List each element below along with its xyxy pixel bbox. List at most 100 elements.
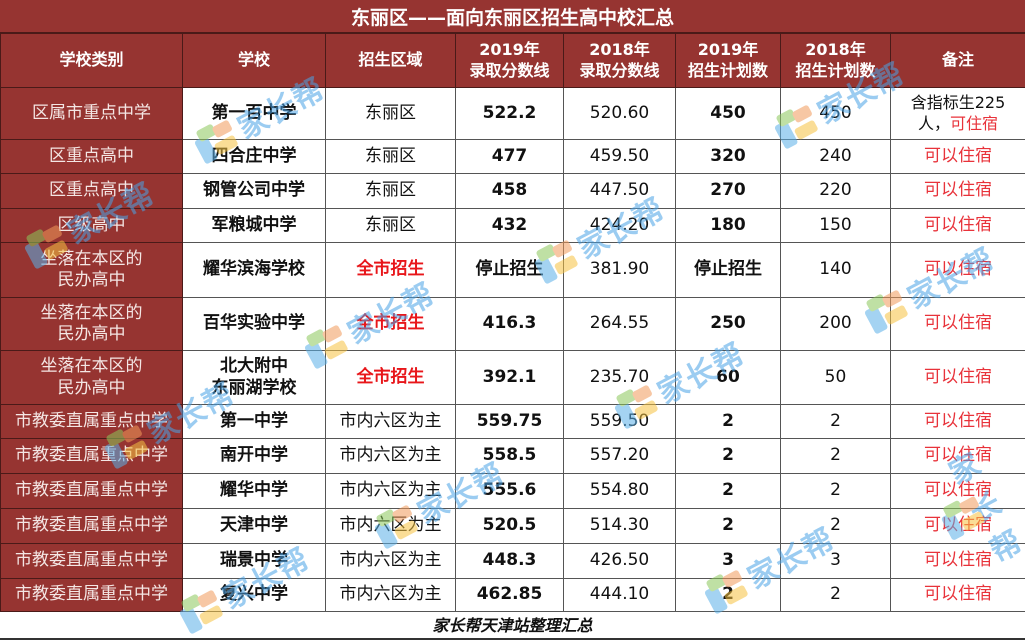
plan-2019-cell: 60 xyxy=(675,350,781,405)
category-cell: 市教委直属重点中学 xyxy=(0,438,183,474)
table-row: 市教委直属重点中学 天津中学 市内六区为主 520.5 514.30 2 2 可… xyxy=(0,508,1025,544)
note-cell: 可以住宿 xyxy=(890,578,1025,612)
note-cell: 可以住宿 xyxy=(890,404,1025,439)
score-2018-cell: 559.50 xyxy=(563,404,676,439)
score-2018-cell: 554.80 xyxy=(563,473,676,509)
plan-2019-cell: 2 xyxy=(675,438,781,474)
region-cell: 东丽区 xyxy=(325,139,456,174)
plan-2018-cell: 150 xyxy=(780,208,891,243)
category-cell: 市教委直属重点中学 xyxy=(0,473,183,509)
school-cell: 复兴中学 xyxy=(182,578,326,612)
note-cell: 可以住宿 xyxy=(890,297,1025,351)
plan-2018-cell: 2 xyxy=(780,438,891,474)
score-2019-cell: 555.6 xyxy=(455,473,564,509)
score-2018-cell: 520.60 xyxy=(563,87,676,140)
school-table: 学校类别 学校 招生区域 2019年 录取分数线 2018年 录取分数线 2019年… xyxy=(0,33,1025,612)
table-row: 市教委直属重点中学 瑞景中学 市内六区为主 448.3 426.50 3 3 可… xyxy=(0,543,1025,579)
score-2018-cell: 264.55 xyxy=(563,297,676,351)
header-row: 学校类别 学校 招生区域 2019年 录取分数线 2018年 录取分数线 2019年… xyxy=(0,33,1025,88)
score-2018-cell: 459.50 xyxy=(563,139,676,174)
header-plan-2019: 2019年 招生计划数 xyxy=(675,33,781,88)
school-cell: 四合庄中学 xyxy=(182,139,326,174)
note-cell: 可以住宿 xyxy=(890,473,1025,509)
region-cell: 市内六区为主 xyxy=(325,508,456,544)
table-row: 市教委直属重点中学 第一中学 市内六区为主 559.75 559.50 2 2 … xyxy=(0,404,1025,439)
region-cell: 全市招生 xyxy=(325,242,456,298)
plan-2018-cell: 140 xyxy=(780,242,891,298)
header-score-2019: 2019年 录取分数线 xyxy=(455,33,564,88)
region-cell: 市内六区为主 xyxy=(325,543,456,579)
plan-2019-cell: 450 xyxy=(675,87,781,140)
plan-2018-cell: 3 xyxy=(780,543,891,579)
table-row: 坐落在本区的 民办高中 百华实验中学 全市招生 416.3 264.55 250 … xyxy=(0,297,1025,351)
category-cell: 区重点高中 xyxy=(0,173,183,209)
score-2019-cell: 448.3 xyxy=(455,543,564,579)
header-school: 学校 xyxy=(182,33,326,88)
school-cell: 北大附中 东丽湖学校 xyxy=(182,350,326,405)
note-cell: 含指标生225 人，可住宿 xyxy=(890,87,1025,140)
note-cell: 可以住宿 xyxy=(890,438,1025,474)
score-2019-cell: 522.2 xyxy=(455,87,564,140)
region-cell: 东丽区 xyxy=(325,87,456,140)
plan-2018-cell: 2 xyxy=(780,404,891,439)
category-cell: 市教委直属重点中学 xyxy=(0,404,183,439)
plan-2019-cell: 180 xyxy=(675,208,781,243)
header-category: 学校类别 xyxy=(0,33,183,88)
plan-2019-cell: 320 xyxy=(675,139,781,174)
plan-2018-cell: 2 xyxy=(780,473,891,509)
plan-2018-cell: 200 xyxy=(780,297,891,351)
school-cell: 南开中学 xyxy=(182,438,326,474)
school-cell: 钢管公司中学 xyxy=(182,173,326,209)
score-2019-cell: 477 xyxy=(455,139,564,174)
score-2019-cell: 458 xyxy=(455,173,564,209)
school-cell: 第一百中学 xyxy=(182,87,326,140)
note-cell: 可以住宿 xyxy=(890,173,1025,209)
score-2018-cell: 444.10 xyxy=(563,578,676,612)
table-row: 市教委直属重点中学 耀华中学 市内六区为主 555.6 554.80 2 2 可… xyxy=(0,473,1025,509)
plan-2019-cell: 2 xyxy=(675,578,781,612)
region-cell: 东丽区 xyxy=(325,208,456,243)
score-2019-cell: 559.75 xyxy=(455,404,564,439)
category-cell: 坐落在本区的 民办高中 xyxy=(0,297,183,351)
category-cell: 区属市重点中学 xyxy=(0,87,183,140)
plan-2018-cell: 2 xyxy=(780,508,891,544)
category-cell: 市教委直属重点中学 xyxy=(0,508,183,544)
table-row: 区属市重点中学 第一百中学 东丽区 522.2 520.60 450 450 含… xyxy=(0,87,1025,140)
score-2018-cell: 426.50 xyxy=(563,543,676,579)
score-2019-cell: 462.85 xyxy=(455,578,564,612)
score-2019-cell: 558.5 xyxy=(455,438,564,474)
plan-2018-cell: 2 xyxy=(780,578,891,612)
note-cell: 可以住宿 xyxy=(890,208,1025,243)
sheet-title: 东丽区——面向东丽区招生高中校汇总 xyxy=(0,0,1025,33)
plan-2019-cell: 2 xyxy=(675,473,781,509)
header-score-2018: 2018年 录取分数线 xyxy=(563,33,676,88)
plan-2019-cell: 3 xyxy=(675,543,781,579)
score-2018-cell: 235.70 xyxy=(563,350,676,405)
table-row: 区重点高中 钢管公司中学 东丽区 458 447.50 270 220 可以住宿 xyxy=(0,173,1025,209)
school-cell: 耀华滨海学校 xyxy=(182,242,326,298)
plan-2018-cell: 220 xyxy=(780,173,891,209)
plan-2018-cell: 50 xyxy=(780,350,891,405)
table-row: 区级高中 军粮城中学 东丽区 432 424.20 180 150 可以住宿 xyxy=(0,208,1025,243)
category-cell: 坐落在本区的 民办高中 xyxy=(0,350,183,405)
category-cell: 市教委直属重点中学 xyxy=(0,543,183,579)
plan-2019-cell: 2 xyxy=(675,404,781,439)
note-cell: 可以住宿 xyxy=(890,350,1025,405)
note-cell: 可以住宿 xyxy=(890,543,1025,579)
region-cell: 全市招生 xyxy=(325,350,456,405)
table-row: 坐落在本区的 民办高中 耀华滨海学校 全市招生 停止招生 381.90 停止招生 … xyxy=(0,242,1025,298)
score-2019-cell: 432 xyxy=(455,208,564,243)
score-2018-cell: 424.20 xyxy=(563,208,676,243)
note-cell: 可以住宿 xyxy=(890,139,1025,174)
score-2018-cell: 514.30 xyxy=(563,508,676,544)
region-cell: 市内六区为主 xyxy=(325,438,456,474)
category-cell: 区级高中 xyxy=(0,208,183,243)
score-2019-cell: 416.3 xyxy=(455,297,564,351)
school-cell: 瑞景中学 xyxy=(182,543,326,579)
category-cell: 区重点高中 xyxy=(0,139,183,174)
score-2019-cell: 520.5 xyxy=(455,508,564,544)
plan-2018-cell: 450 xyxy=(780,87,891,140)
table-row: 坐落在本区的 民办高中 北大附中 东丽湖学校 全市招生 392.1 235.70 6… xyxy=(0,350,1025,405)
region-cell: 市内六区为主 xyxy=(325,578,456,612)
